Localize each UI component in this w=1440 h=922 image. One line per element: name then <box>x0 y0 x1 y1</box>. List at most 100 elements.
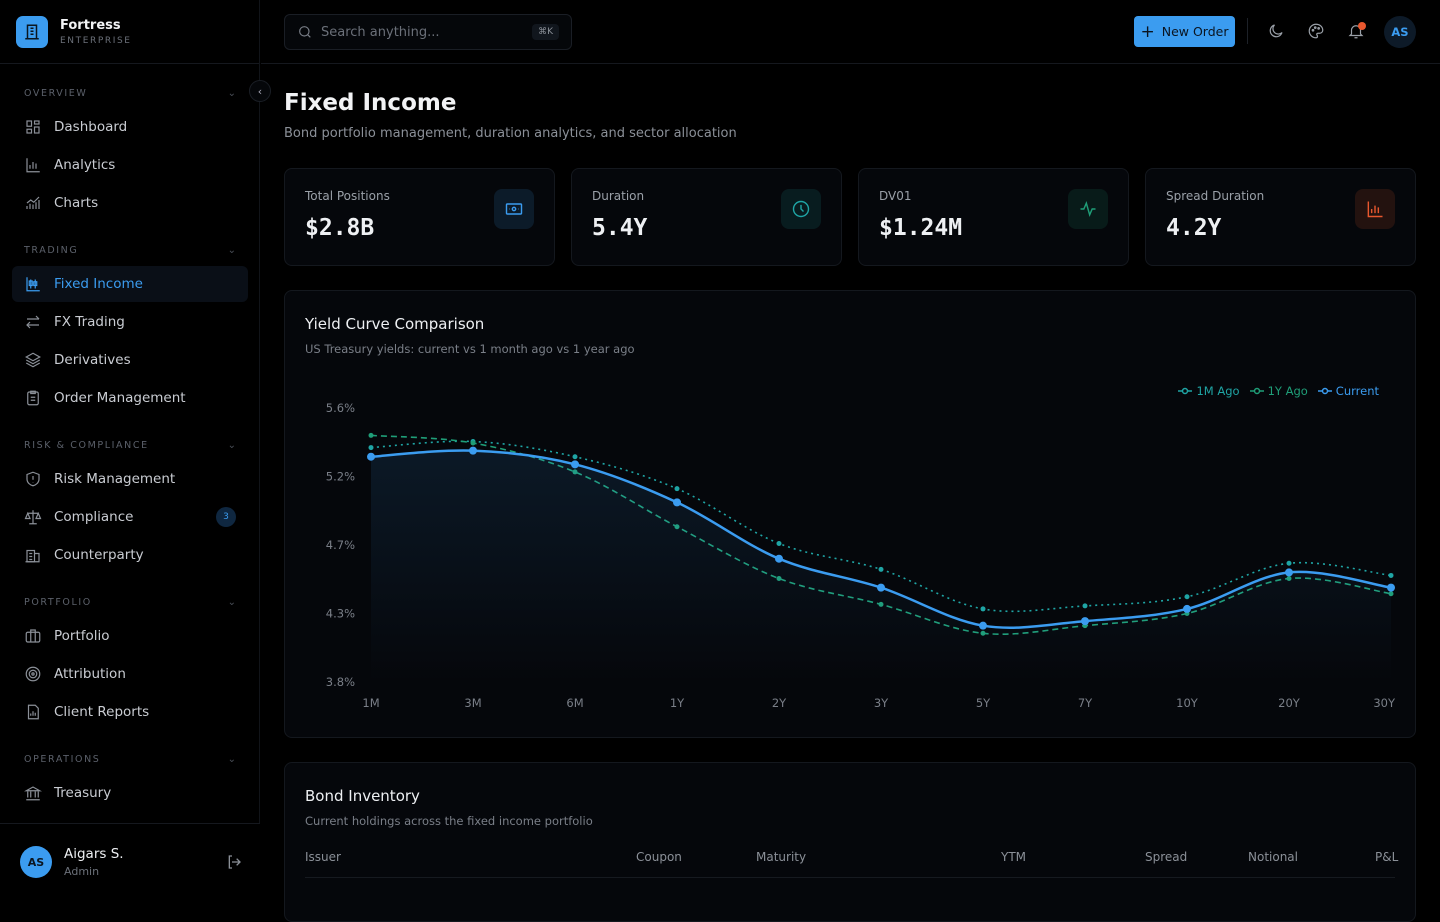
section-header[interactable]: OPERATIONS ⌄ <box>0 744 260 775</box>
column-header[interactable]: Notional <box>1248 850 1298 864</box>
sidebar-item[interactable]: FX Trading <box>12 304 248 340</box>
stat-label: Total Positions <box>305 189 390 203</box>
column-header[interactable]: Coupon <box>636 850 682 864</box>
bank-icon <box>24 786 42 801</box>
target-icon <box>25 666 41 682</box>
data-point[interactable] <box>979 621 987 630</box>
sidebar-item[interactable]: Portfolio <box>12 618 248 654</box>
section-header[interactable]: OVERVIEW ⌄ <box>0 78 260 109</box>
sidebar-item-label: Treasury <box>54 785 112 801</box>
data-point[interactable] <box>673 498 681 507</box>
legend-item[interactable]: 1M Ago <box>1178 384 1240 398</box>
section-label: RISK & COMPLIANCE <box>24 440 149 451</box>
sidebar-item-label: Dashboard <box>54 119 128 135</box>
column-header[interactable]: Spread <box>1145 850 1188 864</box>
data-point[interactable] <box>1183 604 1191 613</box>
data-point[interactable] <box>1184 594 1190 600</box>
sidebar-item[interactable]: Client Reports <box>12 694 248 730</box>
data-point[interactable] <box>571 460 579 469</box>
data-point[interactable] <box>877 583 885 592</box>
section-label: TRADING <box>24 245 79 256</box>
stat-icon-box <box>781 189 821 229</box>
logout-icon[interactable] <box>226 854 242 870</box>
plus-icon: + <box>1140 21 1155 42</box>
data-point[interactable] <box>368 445 374 451</box>
section-label: OPERATIONS <box>24 754 101 765</box>
y-tick-label: 4.3% <box>326 607 355 621</box>
stat-icon-box <box>1068 189 1108 229</box>
data-point[interactable] <box>1388 572 1394 578</box>
user-avatar[interactable]: AS <box>20 846 52 878</box>
sidebar-item[interactable]: Fixed Income <box>12 266 248 302</box>
column-header[interactable]: Issuer <box>305 850 341 864</box>
search-icon <box>299 26 311 38</box>
notification-dot <box>1358 22 1366 30</box>
data-point[interactable] <box>1081 617 1089 626</box>
data-point[interactable] <box>470 440 476 446</box>
data-point[interactable] <box>1285 568 1293 577</box>
banknote-icon <box>505 203 523 215</box>
sidebar-item[interactable]: Charts <box>12 185 248 221</box>
top-avatar[interactable]: AS <box>1384 16 1416 48</box>
column-header[interactable]: YTM <box>1001 850 1027 864</box>
legend-label: 1Y Ago <box>1267 384 1308 398</box>
activity-icon <box>1080 201 1096 217</box>
data-point[interactable] <box>775 554 783 563</box>
data-point[interactable] <box>674 486 680 492</box>
section-header[interactable]: RISK & COMPLIANCE ⌄ <box>0 430 260 461</box>
collapse-sidebar-button[interactable]: ‹ <box>249 80 271 102</box>
search-input[interactable]: Search anything... ⌘K <box>284 14 572 50</box>
sidebar-item-label: Analytics <box>54 157 116 173</box>
shield-icon <box>26 471 40 487</box>
user-profile: AS Aigars S. Admin <box>0 823 260 900</box>
report-icon <box>27 704 39 720</box>
sidebar-item[interactable]: Treasury <box>12 775 248 811</box>
new-order-button[interactable]: + New Order <box>1134 16 1235 47</box>
sidebar-item[interactable]: Order Management <box>12 380 248 416</box>
sidebar-item[interactable]: Attribution <box>12 656 248 692</box>
y-tick-label: 3.8% <box>326 675 355 689</box>
data-point[interactable] <box>878 566 884 572</box>
stat-label: DV01 <box>879 189 912 203</box>
user-name: Aigars S. <box>64 846 124 862</box>
section-header[interactable]: TRADING ⌄ <box>0 235 260 266</box>
sidebar-item-label: Risk Management <box>54 471 176 487</box>
bar-chart-icon <box>1367 201 1383 218</box>
sidebar-item[interactable]: Derivatives <box>12 342 248 378</box>
sidebar-item[interactable]: Risk Management <box>12 461 248 497</box>
sidebar-nav: OVERVIEW ⌄ Dashboard Analytics Charts TRADING… <box>0 64 260 824</box>
legend-item[interactable]: 1Y Ago <box>1249 384 1308 398</box>
data-point[interactable] <box>1387 583 1395 592</box>
data-point[interactable] <box>1082 603 1088 609</box>
data-point[interactable] <box>367 452 375 461</box>
palette-icon[interactable] <box>1307 22 1325 40</box>
sidebar-item[interactable]: Analytics <box>12 147 248 183</box>
y-tick-label: 5.6% <box>326 401 355 415</box>
briefcase-icon <box>25 629 41 643</box>
sidebar-item[interactable]: Counterparty <box>12 537 248 573</box>
legend-item[interactable]: Current <box>1317 384 1379 398</box>
brand[interactable]: Fortress ENTERPRISE <box>0 0 259 64</box>
section-header[interactable]: PORTFOLIO ⌄ <box>0 587 260 618</box>
column-header[interactable]: Maturity <box>756 850 807 864</box>
bond-inventory-subtitle: Current holdings across the fixed income… <box>305 814 593 828</box>
sidebar-item-label: Fixed Income <box>54 276 143 292</box>
x-tick-label: 7Y <box>1078 696 1093 710</box>
stat-icon-box <box>494 189 534 229</box>
data-point[interactable] <box>980 606 986 612</box>
stat-value: 5.4Y <box>592 215 648 241</box>
data-point[interactable] <box>1286 560 1292 566</box>
chart-legend: 1M Ago 1Y Ago Current <box>1178 384 1379 398</box>
column-header[interactable]: P&L <box>1375 850 1399 864</box>
divider <box>1247 18 1248 44</box>
legend-marker-icon <box>1249 387 1264 395</box>
data-point[interactable] <box>368 432 374 438</box>
legend-marker-icon <box>1178 387 1193 395</box>
data-point[interactable] <box>776 540 782 546</box>
sidebar-item[interactable]: Dashboard <box>12 109 248 145</box>
moon-icon[interactable] <box>1267 22 1285 40</box>
sidebar-item[interactable]: Compliance 3 <box>12 499 248 535</box>
data-point[interactable] <box>572 454 578 460</box>
data-point[interactable] <box>469 446 477 455</box>
brand-name: Fortress <box>60 17 121 33</box>
